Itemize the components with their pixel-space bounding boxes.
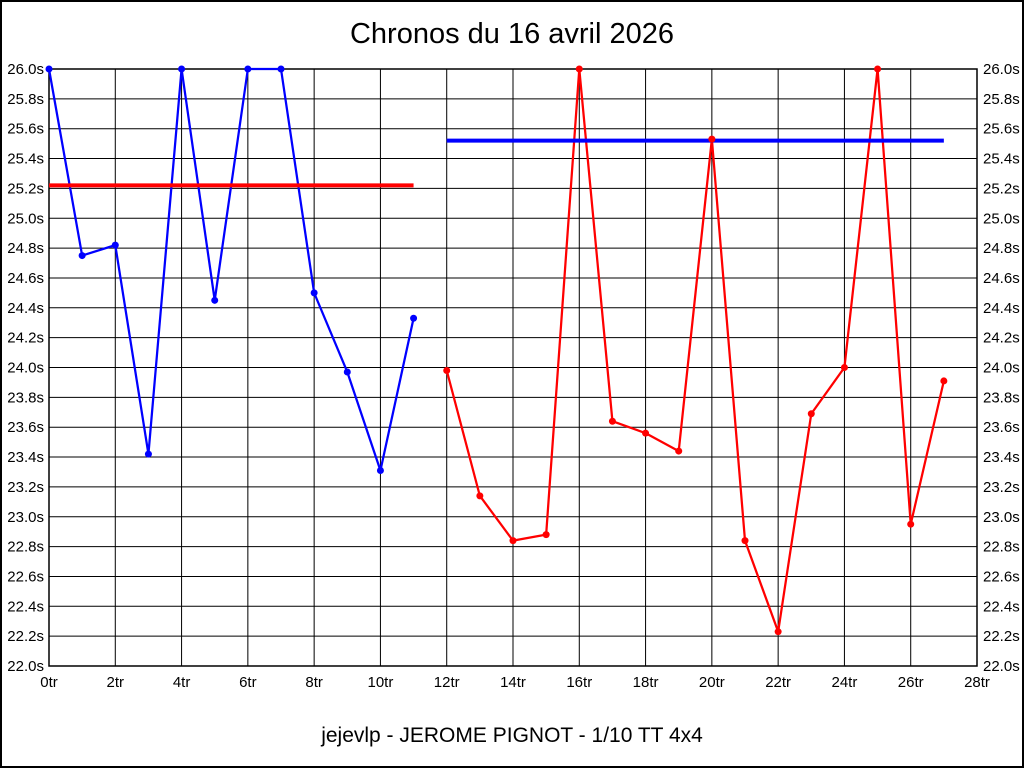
x-tick-label: 0tr — [40, 674, 58, 691]
y-tick-label-right: 25.6s — [983, 121, 1020, 138]
run1-blue-laps-line — [47, 67, 415, 472]
run2-red-laps-line — [445, 67, 945, 633]
y-tick-label-right: 22.6s — [983, 568, 1020, 585]
y-tick-label-right: 26.0s — [983, 61, 1020, 78]
y-tick-label-left: 23.8s — [7, 389, 44, 406]
y-tick-label-right: 24.4s — [983, 300, 1020, 317]
y-tick-label-right: 23.2s — [983, 479, 1020, 496]
y-tick-label-left: 25.6s — [7, 121, 44, 138]
run2-red-laps-point — [642, 429, 650, 437]
x-tick-label: 24tr — [831, 674, 857, 691]
run2-red-laps-point — [675, 447, 683, 455]
x-tick-label: 14tr — [500, 674, 526, 691]
y-tick-label-left: 24.8s — [7, 240, 44, 257]
y-tick-label-left: 22.0s — [7, 658, 44, 675]
y-tick-label-right: 24.6s — [983, 270, 1020, 287]
y-tick-label-left: 25.0s — [7, 210, 44, 227]
x-tick-label: 2tr — [107, 674, 125, 691]
run2-red-laps-point — [542, 531, 550, 539]
y-tick-label-left: 24.6s — [7, 270, 44, 287]
run2-red-laps-point — [774, 628, 782, 636]
run2-red-laps-point — [741, 537, 749, 545]
run1-blue-laps-point — [211, 296, 219, 304]
run1-blue-laps-point — [45, 65, 53, 73]
run1-blue-laps-point — [111, 241, 119, 249]
x-tick-label: 22tr — [765, 674, 791, 691]
y-tick-label-right: 24.2s — [983, 330, 1020, 347]
y-tick-label-left: 24.0s — [7, 360, 44, 377]
y-tick-label-left: 26.0s — [7, 61, 44, 78]
plot-border — [48, 68, 978, 667]
run1-blue-laps-point — [244, 65, 252, 73]
x-tick-label: 10tr — [367, 674, 393, 691]
y-tick-label-left: 25.8s — [7, 91, 44, 108]
run1-blue-laps-point — [144, 450, 152, 458]
run2-red-laps-point — [476, 492, 484, 500]
run1-blue-laps-point — [343, 368, 351, 376]
y-tick-label-left: 22.4s — [7, 598, 44, 615]
x-tick-label: 26tr — [898, 674, 924, 691]
y-tick-label-right: 24.8s — [983, 240, 1020, 257]
run2-red-laps-point — [907, 520, 915, 528]
x-tick-label: 8tr — [305, 674, 323, 691]
run2-red-laps-point — [608, 417, 616, 425]
run2-red-laps-point — [708, 135, 716, 143]
x-tick-label: 18tr — [633, 674, 659, 691]
y-tick-label-right: 23.8s — [983, 389, 1020, 406]
y-tick-label-left: 25.4s — [7, 151, 44, 168]
y-tick-label-right: 25.0s — [983, 210, 1020, 227]
y-tick-label-right: 23.4s — [983, 449, 1020, 466]
x-tick-label: 12tr — [434, 674, 460, 691]
y-tick-label-right: 25.8s — [983, 91, 1020, 108]
y-tick-label-right: 24.0s — [983, 360, 1020, 377]
y-tick-label-right: 22.0s — [983, 658, 1020, 675]
chart-footer-label: jejevlp - JEROME PIGNOT - 1/10 TT 4x4 — [321, 724, 703, 747]
y-tick-label-right: 22.2s — [983, 628, 1020, 645]
x-tick-label: 4tr — [173, 674, 191, 691]
y-tick-label-left: 22.8s — [7, 539, 44, 556]
x-tick-label: 20tr — [699, 674, 725, 691]
run1-blue-laps-point — [178, 65, 186, 73]
run1-blue-laps-point — [410, 314, 418, 322]
run1-blue-laps-point — [277, 65, 285, 73]
y-tick-label-left: 24.4s — [7, 300, 44, 317]
x-tick-label: 16tr — [566, 674, 592, 691]
run1-blue-laps-point — [310, 289, 318, 297]
y-tick-label-right: 22.4s — [983, 598, 1020, 615]
x-tick-label: 6tr — [239, 674, 257, 691]
run2-red-laps-point — [575, 65, 583, 73]
run1-blue-laps-point — [376, 466, 384, 474]
y-tick-label-left: 25.2s — [7, 180, 44, 197]
y-tick-label-right: 23.0s — [983, 509, 1020, 526]
x-tick-label: 28tr — [964, 674, 990, 691]
y-tick-label-left: 23.0s — [7, 509, 44, 526]
y-tick-label-left: 24.2s — [7, 330, 44, 347]
run2-red-laps-point — [874, 65, 882, 73]
run2-red-laps-point — [940, 377, 948, 385]
y-tick-label-left: 22.6s — [7, 568, 44, 585]
y-tick-label-left: 23.4s — [7, 449, 44, 466]
run1-blue-laps-point — [78, 252, 86, 260]
y-tick-label-left: 22.2s — [7, 628, 44, 645]
y-tick-label-right: 22.8s — [983, 539, 1020, 556]
run2-red-laps-point — [807, 410, 815, 418]
run2-red-laps-point — [509, 537, 517, 545]
y-tick-label-right: 23.6s — [983, 419, 1020, 436]
y-tick-label-left: 23.6s — [7, 419, 44, 436]
run2-red-laps-point — [443, 366, 451, 374]
y-tick-label-right: 25.4s — [983, 151, 1020, 168]
chart-title: Chronos du 16 avril 2026 — [349, 18, 675, 50]
run2-red-laps-point — [840, 364, 848, 371]
y-tick-label-left: 23.2s — [7, 479, 44, 496]
y-tick-label-right: 25.2s — [983, 180, 1020, 197]
